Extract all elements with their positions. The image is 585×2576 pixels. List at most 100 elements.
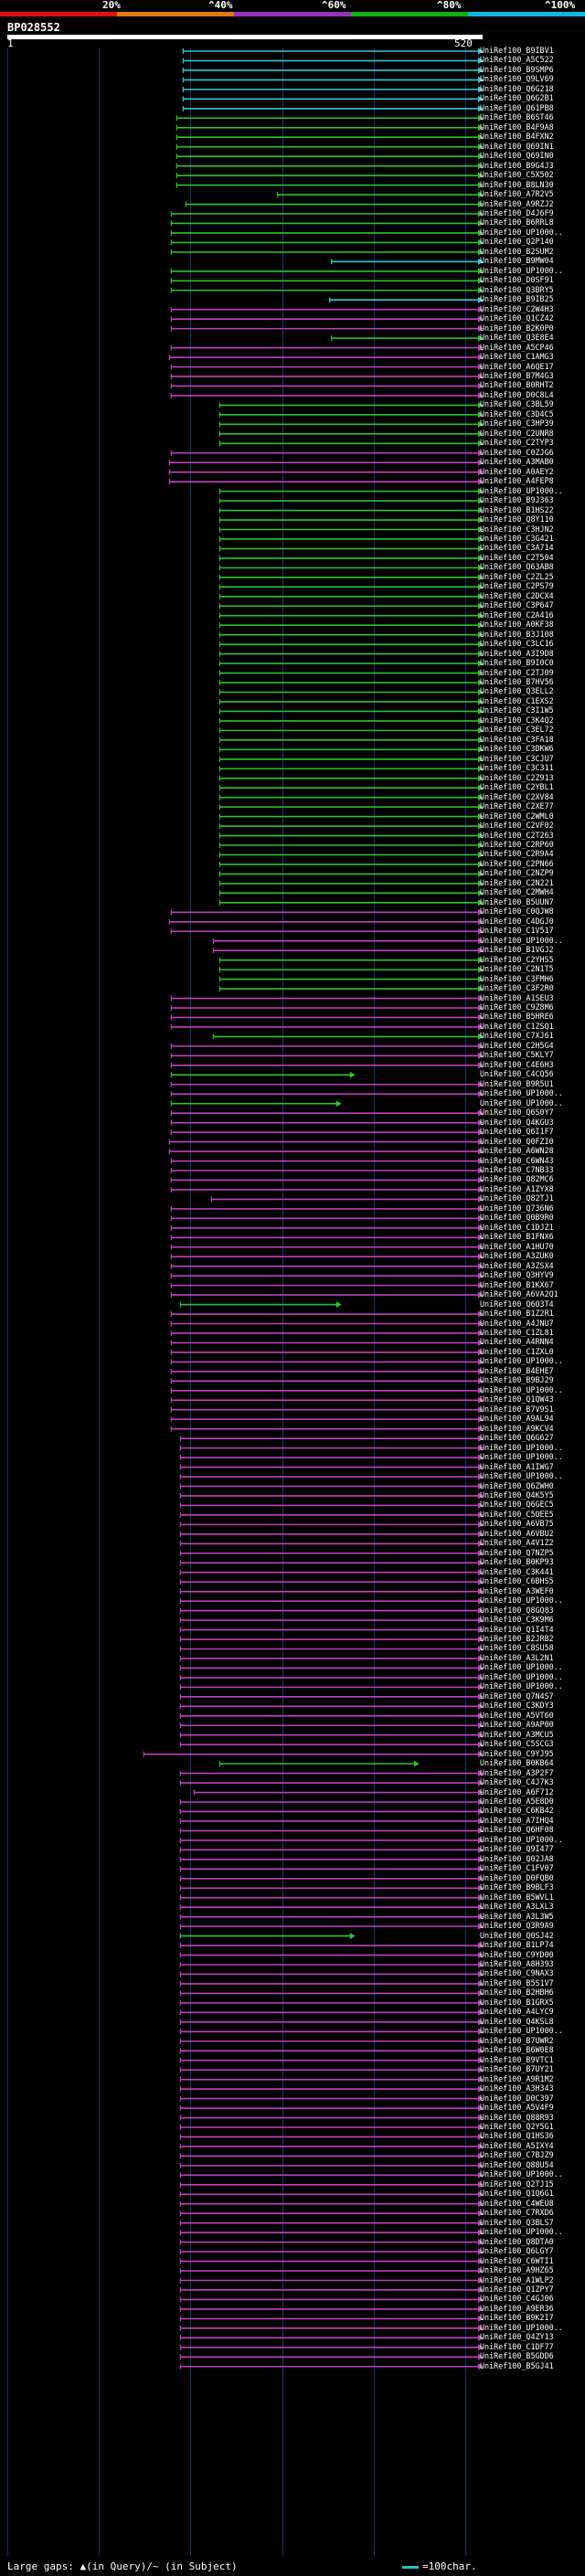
hit-label[interactable]: UniRef100_C2YHS5 [480,954,554,964]
hit-label[interactable]: UniRef100_C9NAX3 [480,1968,554,1978]
hit-label[interactable]: UniRef100_C2UNR8 [480,428,554,438]
hit-bar[interactable] [179,1837,484,1844]
hit-label[interactable]: UniRef100_Q1QW43 [480,1394,554,1405]
hit-label[interactable]: UniRef100_A6WN28 [480,1146,554,1156]
hit-bar[interactable] [179,1550,484,1557]
hit-bar[interactable] [176,114,484,122]
hit-bar[interactable] [170,1339,484,1346]
hit-bar[interactable] [182,48,484,55]
hit-label[interactable]: UniRef100_B5S1V7 [480,1977,554,1988]
hit-bar[interactable] [193,1789,484,1797]
hit-bar[interactable] [179,1664,484,1671]
hit-bar[interactable] [179,1569,484,1576]
hit-label[interactable]: UniRef100_UP1000.. [480,485,563,495]
hit-bar[interactable] [179,1999,484,2007]
hit-label[interactable]: UniRef100_B9R5U1 [480,1078,554,1088]
hit-bar[interactable] [170,1272,484,1279]
hit-bar[interactable] [179,1741,484,1748]
hit-bar[interactable] [179,1933,356,1940]
hit-label[interactable]: UniRef100_Q0B9R0 [480,1213,554,1223]
hit-bar[interactable] [168,354,484,361]
hit-label[interactable]: UniRef100_A1IWG7 [480,1461,554,1471]
hit-bar[interactable] [179,1980,484,1988]
hit-bar[interactable] [179,2220,484,2227]
hit-bar[interactable] [170,1406,484,1414]
hit-label[interactable]: UniRef100_B8LN30 [480,179,554,189]
hit-label[interactable]: UniRef100_Q82TJ1 [480,1193,554,1203]
hit-bar[interactable] [170,1377,484,1384]
hit-label[interactable]: UniRef100_A9HZ65 [480,2265,554,2275]
hit-label[interactable]: UniRef100_C2PN66 [480,858,554,868]
hit-label[interactable]: UniRef100_A3MCU5 [480,1729,554,1739]
hit-bar[interactable] [179,2190,484,2198]
hit-label[interactable]: UniRef100_Q2Y5G1 [480,2121,554,2131]
hit-label[interactable]: UniRef100_C5OEE5 [480,1509,554,1519]
hit-bar[interactable] [179,1779,484,1786]
hit-label[interactable]: UniRef100_Q3R9A9 [480,1921,554,1931]
hit-bar[interactable] [170,1129,484,1136]
hit-label[interactable]: UniRef100_C6WN43 [480,1155,554,1165]
hit-bar[interactable] [170,1330,484,1337]
hit-label[interactable]: UniRef100_A9AP00 [480,1720,554,1730]
hit-label[interactable]: UniRef100_C4DGJ0 [480,916,554,926]
hit-label[interactable]: UniRef100_D0SF91 [480,275,554,285]
hit-bar[interactable] [218,401,484,408]
hit-bar[interactable] [170,239,484,246]
hit-label[interactable]: UniRef100_Q3HYV9 [480,1270,554,1280]
hit-bar[interactable] [170,1282,484,1289]
hit-label[interactable]: UniRef100_B5GDD6 [480,2351,554,2361]
hit-label[interactable]: UniRef100_A4V1Z2 [480,1538,554,1548]
hit-label[interactable]: UniRef100_C4E6H3 [480,1059,554,1069]
hit-label[interactable]: UniRef100_C2YBL1 [480,782,554,792]
hit-bar[interactable] [179,1645,484,1652]
hit-bar[interactable] [218,880,484,887]
hit-bar[interactable] [179,1531,484,1538]
hit-label[interactable]: UniRef100_A3LXL3 [480,1902,554,1912]
hit-bar[interactable] [218,737,484,744]
hit-label[interactable]: UniRef100_Q3BRY5 [480,284,554,294]
hit-label[interactable]: UniRef100_C3BL59 [480,399,554,409]
hit-label[interactable]: UniRef100_C2Z913 [480,772,554,782]
hit-label[interactable]: UniRef100_B9K2I7 [480,2313,554,2323]
hit-bar[interactable] [179,2171,484,2178]
hit-label[interactable]: UniRef100_A3ZUK0 [480,1251,554,1261]
hit-label[interactable]: UniRef100_Q2P140 [480,237,554,247]
hit-bar[interactable] [218,641,484,648]
hit-label[interactable]: UniRef100_Q61PB8 [480,102,554,112]
hit-bar[interactable] [218,957,484,964]
hit-bar[interactable] [170,392,484,399]
hit-label[interactable]: UniRef100_A9R1M2 [480,2073,554,2083]
hit-bar[interactable] [218,420,484,428]
hit-label[interactable]: UniRef100_A1WLP2 [480,2274,554,2284]
hit-label[interactable]: UniRef100_A5VT60 [480,1710,554,1720]
hit-bar[interactable] [170,908,484,916]
hit-bar[interactable] [179,1588,484,1595]
hit-bar[interactable] [168,469,484,476]
hit-label[interactable]: UniRef100_C3HP39 [480,419,554,429]
hit-bar[interactable] [179,1827,484,1834]
hit-bar[interactable] [170,364,484,371]
hit-bar[interactable] [170,268,484,275]
hit-label[interactable]: UniRef100_Q6G218 [480,83,554,93]
hit-label[interactable]: UniRef100_Q6I1F7 [480,1127,554,1137]
hit-label[interactable]: UniRef100_C1AMG3 [480,352,554,362]
hit-label[interactable]: UniRef100_Q9I477 [480,1844,554,1854]
hit-bar[interactable] [170,1090,484,1097]
hit-label[interactable]: UniRef100_A7R2V5 [480,189,554,199]
hit-bar[interactable] [179,1722,484,1729]
hit-bar[interactable] [170,1004,484,1012]
hit-label[interactable]: UniRef100_A3L2N1 [480,1652,554,1662]
hit-label[interactable]: UniRef100_Q1ZPY7 [480,2284,554,2294]
hit-bar[interactable] [218,822,484,830]
hit-bar[interactable] [218,1760,420,1767]
hit-label[interactable]: UniRef100_Q0SJ42 [480,1930,554,1940]
hit-bar[interactable] [218,516,484,524]
hit-label[interactable]: UniRef100_UP1000.. [480,1671,563,1681]
hit-bar[interactable] [218,430,484,438]
hit-bar[interactable] [176,143,484,151]
hit-bar[interactable] [179,1961,484,1968]
hit-label[interactable]: UniRef100_Q6HF08 [480,1825,554,1835]
hit-label[interactable]: UniRef100_UP1000.. [480,1088,563,1098]
hit-label[interactable]: UniRef100_C8SU58 [480,1643,554,1653]
hit-bar[interactable] [179,1301,342,1309]
